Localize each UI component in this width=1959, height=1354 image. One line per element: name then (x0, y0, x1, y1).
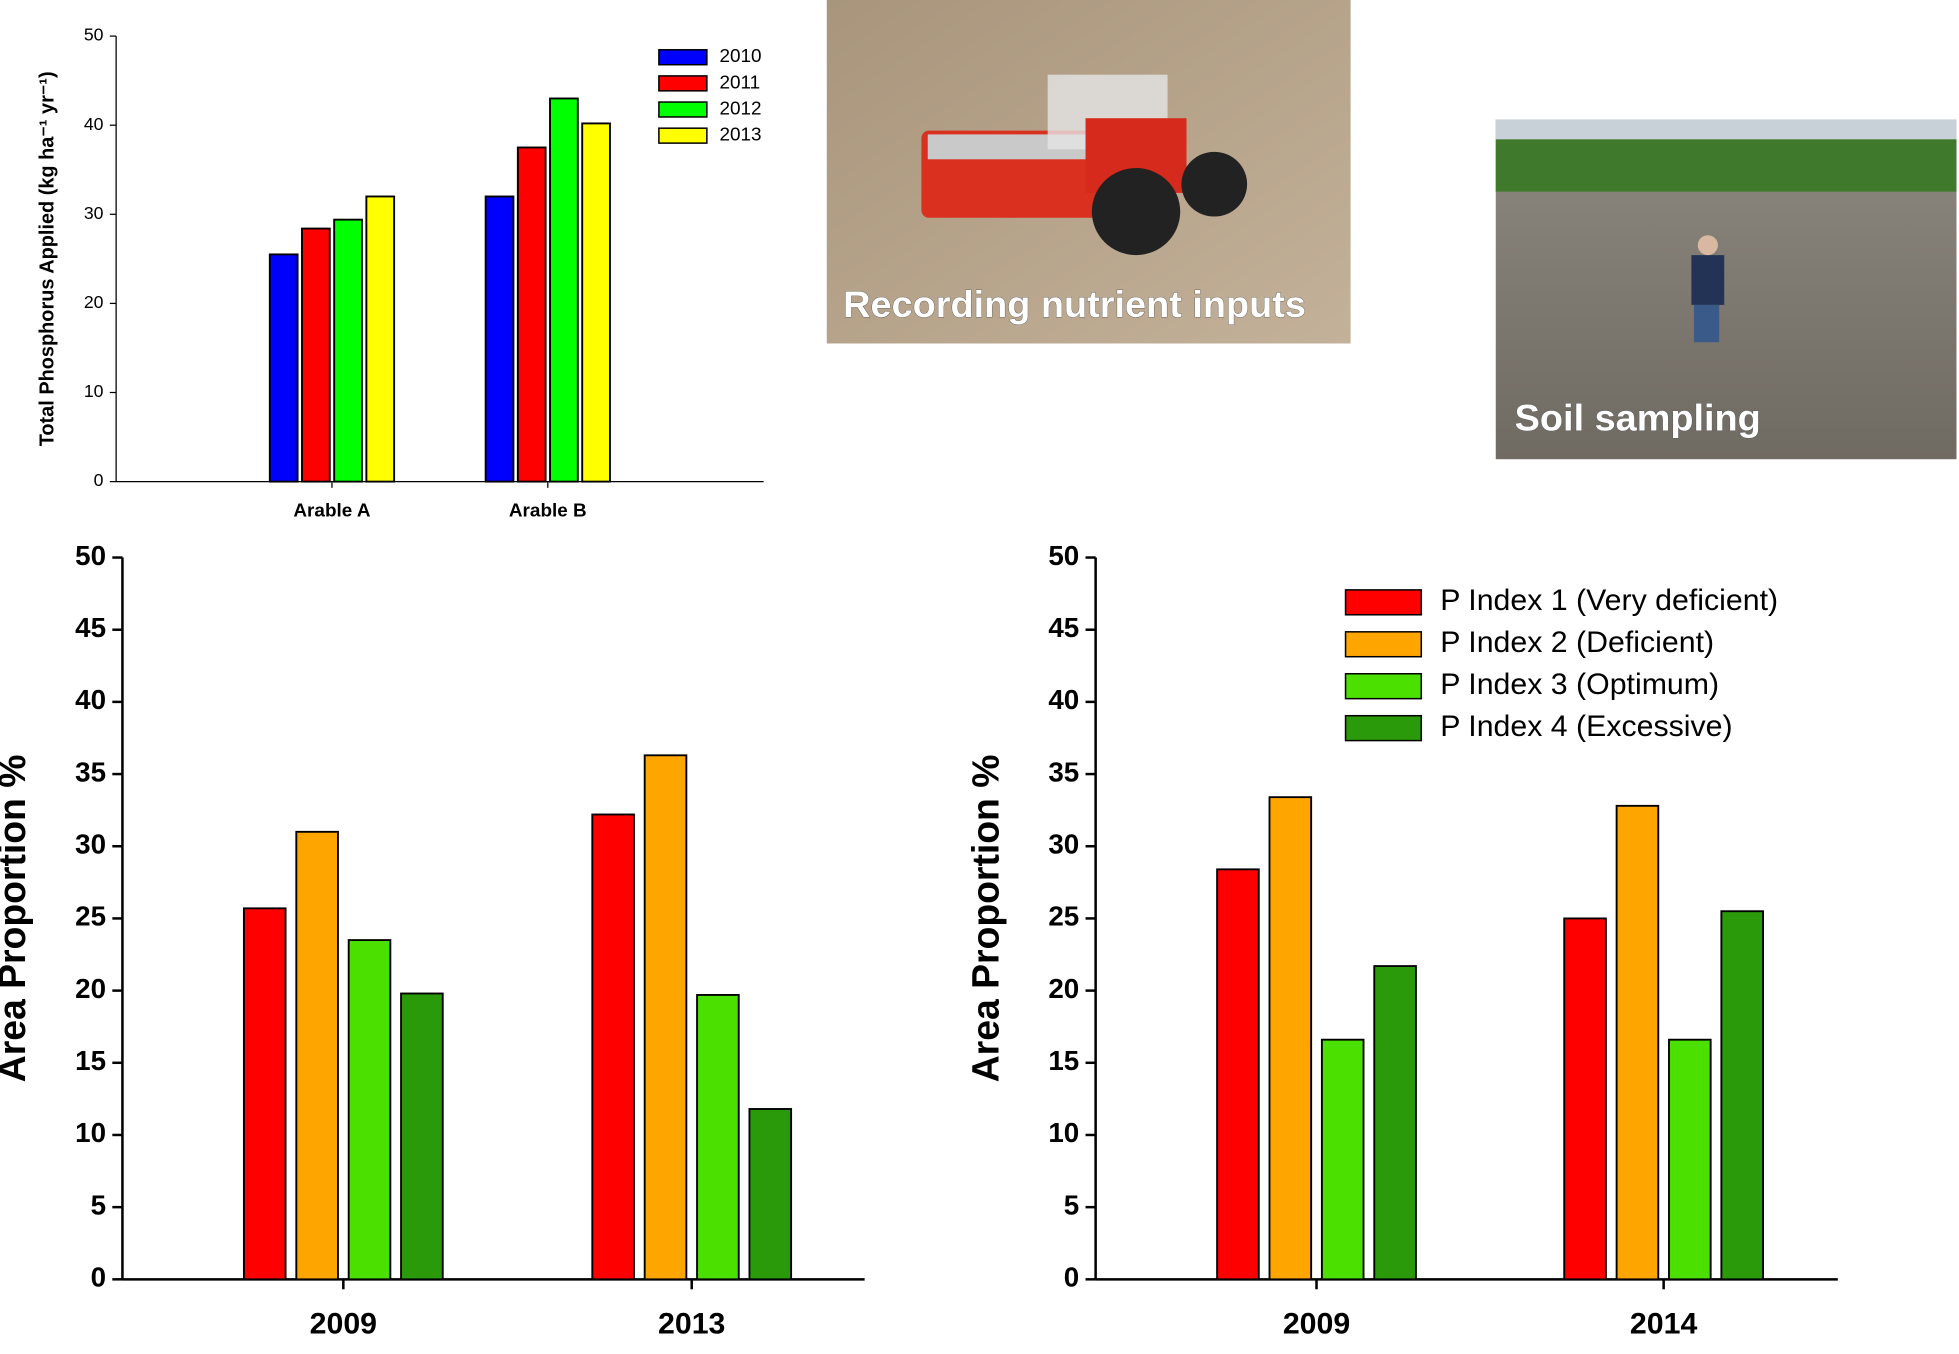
legend-label: P Index 3 (Optimum) (1440, 668, 1719, 701)
legend-label: 2012 (719, 98, 761, 119)
legend-swatch (1346, 590, 1422, 615)
x-tick-label: 2013 (658, 1307, 725, 1340)
photo-caption: Recording nutrient inputs (843, 283, 1306, 325)
bar (697, 995, 739, 1279)
bar (244, 908, 286, 1279)
y-tick-label: 30 (1048, 829, 1079, 860)
legend-swatch (659, 128, 707, 143)
legend-label: P Index 1 (Very deficient) (1440, 584, 1778, 617)
y-tick-label: 30 (75, 829, 106, 860)
bar (1374, 966, 1416, 1279)
y-tick-label: 10 (84, 381, 104, 401)
photo-soil: Soil sampling (1496, 119, 1957, 459)
y-tick-label: 5 (1064, 1190, 1079, 1221)
y-tick-label: 20 (75, 973, 106, 1004)
y-tick-label: 40 (1048, 684, 1079, 715)
y-tick-label: 25 (1048, 901, 1079, 932)
y-tick-label: 15 (1048, 1045, 1079, 1076)
bar (1564, 918, 1606, 1279)
photo-spreader: Recording nutrient inputs (827, 0, 1351, 343)
bar (1617, 806, 1659, 1280)
page: Recording nutrient inputs Soil sampling … (0, 0, 1959, 1354)
x-tick-label: Arable A (293, 500, 371, 521)
y-tick-label: 0 (1064, 1262, 1079, 1293)
photo-caption: Soil sampling (1515, 397, 1761, 439)
bar (1270, 797, 1312, 1279)
y-tick-label: 0 (91, 1262, 106, 1293)
bar (334, 220, 362, 482)
y-axis-label: Total Phosphorus Applied (kg ha⁻¹ yr⁻¹) (36, 71, 58, 446)
y-tick-label: 40 (84, 114, 104, 134)
y-axis-label: Area Proportion % (0, 755, 33, 1083)
bar (349, 940, 391, 1279)
legend-swatch (1346, 632, 1422, 657)
y-axis-label: Area Proportion % (964, 755, 1006, 1083)
y-tick-label: 50 (1048, 540, 1079, 571)
bar (366, 196, 394, 481)
bar (645, 755, 687, 1279)
y-tick-label: 10 (75, 1117, 106, 1148)
legend-label: 2011 (719, 71, 760, 92)
legend-label: 2013 (719, 124, 761, 145)
y-tick-label: 30 (84, 203, 104, 223)
y-tick-label: 50 (75, 540, 106, 571)
y-tick-label: 15 (75, 1045, 106, 1076)
y-tick-label: 45 (75, 612, 106, 643)
y-tick-label: 40 (75, 684, 106, 715)
bar (401, 993, 443, 1279)
y-tick-label: 10 (1048, 1117, 1079, 1148)
bar (1217, 869, 1259, 1279)
bar (749, 1109, 791, 1279)
bar (296, 832, 338, 1280)
bar (302, 229, 330, 482)
legend-swatch (659, 76, 707, 91)
legend-label: 2010 (719, 45, 761, 66)
y-tick-label: 35 (75, 756, 106, 787)
x-tick-label: 2014 (1630, 1307, 1698, 1340)
y-tick-label: 20 (84, 292, 104, 312)
y-tick-label: 45 (1048, 612, 1079, 643)
legend-swatch (1346, 716, 1422, 741)
bar (270, 254, 298, 481)
y-tick-label: 25 (75, 901, 106, 932)
bar (1322, 1040, 1364, 1280)
x-tick-label: Arable B (509, 500, 587, 521)
legend-swatch (659, 102, 707, 117)
legend-swatch (1346, 674, 1422, 699)
bar (486, 196, 514, 481)
x-tick-label: 2009 (310, 1307, 377, 1340)
y-tick-label: 35 (1048, 756, 1079, 787)
legend-label: P Index 4 (Excessive) (1440, 710, 1732, 743)
y-tick-label: 20 (1048, 973, 1079, 1004)
bar (592, 814, 634, 1279)
bar (1669, 1040, 1711, 1280)
y-tick-label: 50 (84, 25, 104, 45)
bar (582, 123, 610, 481)
bar (518, 147, 546, 481)
legend-swatch (659, 50, 707, 65)
y-tick-label: 0 (94, 470, 104, 490)
y-tick-label: 5 (91, 1190, 106, 1221)
bar (1721, 911, 1763, 1279)
legend-label: P Index 2 (Deficient) (1440, 626, 1714, 659)
x-tick-label: 2009 (1283, 1307, 1350, 1340)
bar (550, 98, 578, 481)
